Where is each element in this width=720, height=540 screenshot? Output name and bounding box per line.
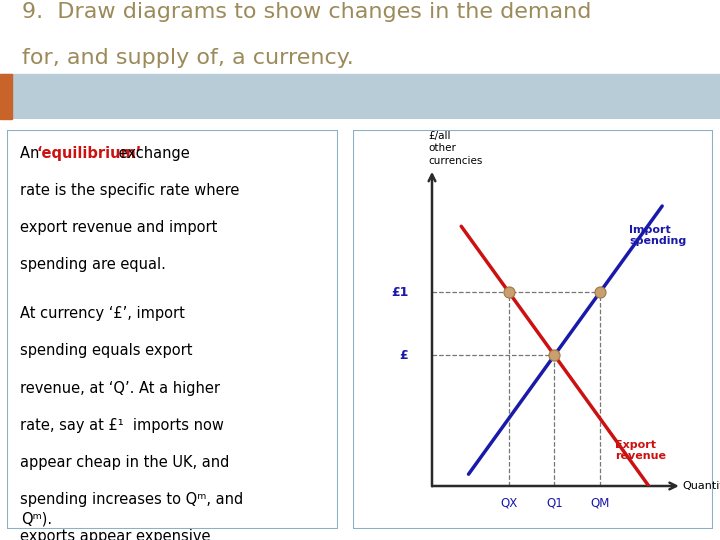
- Text: QX: QX: [500, 497, 518, 510]
- Text: Quantity: Quantity: [683, 481, 720, 491]
- Text: rate, say at £¹  imports now: rate, say at £¹ imports now: [20, 418, 225, 433]
- Text: spending are equal.: spending are equal.: [20, 257, 166, 272]
- Text: revenue, at ‘Q’. At a higher: revenue, at ‘Q’. At a higher: [20, 381, 220, 395]
- Text: Q1: Q1: [546, 497, 563, 510]
- Text: exports appear expensive: exports appear expensive: [20, 529, 211, 540]
- Text: ‘equilibrium’: ‘equilibrium’: [36, 146, 142, 160]
- Bar: [0, 73, 720, 119]
- Text: QM: QM: [590, 497, 610, 510]
- Text: £1: £1: [391, 286, 408, 299]
- Text: £/all
other
currencies: £/all other currencies: [428, 131, 482, 166]
- Text: An: An: [20, 146, 45, 160]
- Text: export revenue and import: export revenue and import: [20, 220, 218, 235]
- Text: spending equals export: spending equals export: [20, 343, 193, 359]
- Text: spending increases to Qᵐ, and: spending increases to Qᵐ, and: [20, 492, 243, 507]
- Text: for, and supply of, a currency.: for, and supply of, a currency.: [22, 48, 354, 68]
- Text: appear cheap in the UK, and: appear cheap in the UK, and: [20, 455, 230, 470]
- Text: Export
revenue: Export revenue: [615, 440, 666, 461]
- Text: Import
spending: Import spending: [629, 225, 687, 246]
- Text: At currency ‘£’, import: At currency ‘£’, import: [20, 306, 185, 321]
- Text: exchange: exchange: [114, 146, 190, 160]
- Text: £: £: [400, 349, 408, 362]
- Text: 9.  Draw diagrams to show changes in the demand: 9. Draw diagrams to show changes in the …: [22, 2, 591, 22]
- Bar: [0, 73, 12, 119]
- Text: rate is the specific rate where: rate is the specific rate where: [20, 183, 240, 198]
- Text: Qᵐ).: Qᵐ).: [22, 511, 53, 526]
